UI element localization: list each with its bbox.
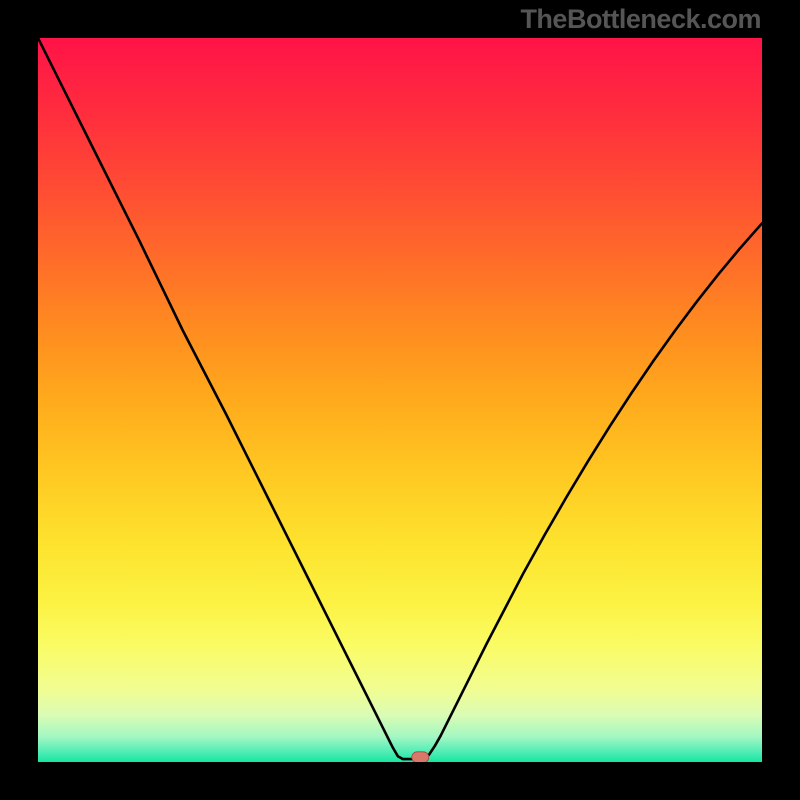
frame-border-right — [762, 0, 800, 800]
frame-border-left — [0, 0, 38, 800]
chart-container: TheBottleneck.com — [0, 0, 800, 800]
plot-area — [38, 38, 762, 762]
curve-overlay — [38, 38, 762, 762]
optimal-marker — [412, 752, 429, 762]
frame-border-bottom — [0, 762, 800, 800]
bottleneck-curve — [38, 38, 762, 759]
watermark-text: TheBottleneck.com — [520, 4, 761, 35]
